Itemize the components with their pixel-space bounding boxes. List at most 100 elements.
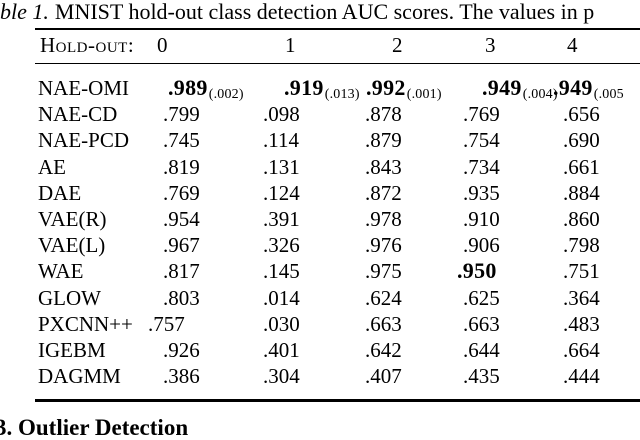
cell-value: .030 [263, 312, 300, 336]
table-row: NAE-OMI .989(.002) .919(.013) .992(.001)… [0, 75, 640, 102]
cell-value: .625 [463, 286, 500, 310]
cell-value: .769 [163, 181, 200, 205]
cell-value: .978 [365, 207, 402, 231]
cell-value: .910 [463, 207, 500, 231]
row-label: NAE-OMI [38, 76, 129, 100]
cell-value: .950 [457, 258, 497, 284]
row-label: DAGMM [38, 364, 121, 388]
caption-text: MNIST hold-out class detection AUC score… [54, 0, 595, 24]
cell-value: .656 [563, 102, 600, 126]
column-header-1: 1 [285, 33, 296, 57]
cell-value: .954 [163, 207, 200, 231]
cell-value: .926 [163, 338, 200, 362]
row-label: WAE [38, 259, 84, 283]
cell-value: .444 [563, 364, 600, 388]
row-label: PXCNN++ [38, 312, 133, 336]
cell-value: .949(.005 [553, 75, 624, 108]
cell-value: .819 [163, 155, 200, 179]
table-row: IGEBM .926 .401 .642 .644 .664 [0, 337, 640, 363]
cell-value: .935 [463, 181, 500, 205]
cell-value: .757 [148, 312, 185, 336]
cell-value: .799 [163, 102, 200, 126]
cell-value: .798 [563, 233, 600, 257]
table-row: VAE(R) .954 .391 .978 .910 .860 [0, 206, 640, 232]
table-bottom-rule [35, 399, 640, 402]
bold-value: .949 [553, 75, 593, 100]
row-label: AE [38, 155, 66, 179]
table-row: WAE .817 .145 .975 .950 .751 [0, 258, 640, 284]
column-header-0: 0 [157, 33, 168, 57]
cell-value: .391 [263, 207, 300, 231]
cell-value: .879 [365, 128, 402, 152]
row-label: VAE(R) [38, 207, 107, 231]
cell-value: .624 [365, 286, 402, 310]
cell-value: .663 [463, 312, 500, 336]
row-label: NAE-PCD [38, 128, 130, 152]
bold-value: .992 [366, 75, 406, 100]
table-row: NAE-CD .799 .098 .878 .769 .656 [0, 101, 640, 127]
cell-value: .661 [563, 155, 600, 179]
cell-value: .745 [163, 128, 200, 152]
caption-table-number: ble 1. [0, 0, 49, 24]
cell-value: .663 [365, 312, 402, 336]
cell-value: .884 [563, 181, 600, 205]
cell-value: .364 [563, 286, 600, 310]
cell-value: .642 [365, 338, 402, 362]
cell-value: .967 [163, 233, 200, 257]
cell-value: .817 [163, 259, 200, 283]
table-header-row: Hold-out: 0 1 2 3 4 [0, 32, 640, 58]
cell-value: .949(.004) [482, 75, 558, 108]
cell-value: .014 [263, 286, 300, 310]
std-subscript: (.005 [593, 87, 624, 102]
column-header-4: 4 [567, 33, 578, 57]
row-label: DAE [38, 181, 82, 205]
row-label: NAE-CD [38, 102, 118, 126]
cell-value: .992(.001) [366, 75, 442, 108]
bold-value: .950 [457, 258, 497, 283]
cell-value: .114 [263, 128, 299, 152]
std-subscript: (.001) [406, 87, 442, 102]
cell-value: .872 [365, 181, 402, 205]
cell-value: .690 [563, 128, 600, 152]
table-row: GLOW .803 .014 .624 .625 .364 [0, 285, 640, 311]
cell-value: .843 [365, 155, 402, 179]
cell-value: .751 [563, 259, 600, 283]
std-subscript: (.002) [208, 87, 244, 102]
cell-value: .304 [263, 364, 300, 388]
bold-value: .989 [168, 75, 208, 100]
cell-value: .644 [463, 338, 500, 362]
cell-value: .407 [365, 364, 402, 388]
cell-value: .734 [463, 155, 500, 179]
cell-value: .326 [263, 233, 300, 257]
header-holdout-label: Hold-out: [40, 33, 135, 57]
column-header-3: 3 [485, 33, 496, 57]
cell-value: .769 [463, 102, 500, 126]
section-heading: 3. Outlier Detection [0, 415, 189, 440]
table-mid-rule [35, 63, 640, 65]
cell-value: .878 [365, 102, 402, 126]
cell-value: .919(.013) [284, 75, 360, 108]
std-subscript: (.004) [522, 87, 558, 102]
column-header-2: 2 [392, 33, 403, 57]
bold-value: .919 [284, 75, 324, 100]
cell-value: .131 [263, 155, 300, 179]
table-row: VAE(L) .967 .326 .976 .906 .798 [0, 232, 640, 258]
cell-value: .483 [563, 312, 600, 336]
cell-value: .860 [563, 207, 600, 231]
cell-value: .435 [463, 364, 500, 388]
cell-value: .803 [163, 286, 200, 310]
cell-value: .989(.002) [168, 75, 244, 108]
std-subscript: (.013) [324, 87, 360, 102]
cell-value: .124 [263, 181, 300, 205]
cell-value: .976 [365, 233, 402, 257]
bold-value: .949 [482, 75, 522, 100]
cell-value: .975 [365, 259, 402, 283]
cell-value: .664 [563, 338, 600, 362]
table-row: DAGMM .386 .304 .407 .435 .444 [0, 363, 640, 389]
table-row: DAE .769 .124 .872 .935 .884 [0, 180, 640, 206]
table-caption: ble 1. MNIST hold-out class detection AUC… [0, 0, 640, 24]
cell-value: .386 [163, 364, 200, 388]
table-row: NAE-PCD .745 .114 .879 .754 .690 [0, 127, 640, 153]
table-row: AE .819 .131 .843 .734 .661 [0, 154, 640, 180]
row-label: GLOW [38, 286, 101, 310]
